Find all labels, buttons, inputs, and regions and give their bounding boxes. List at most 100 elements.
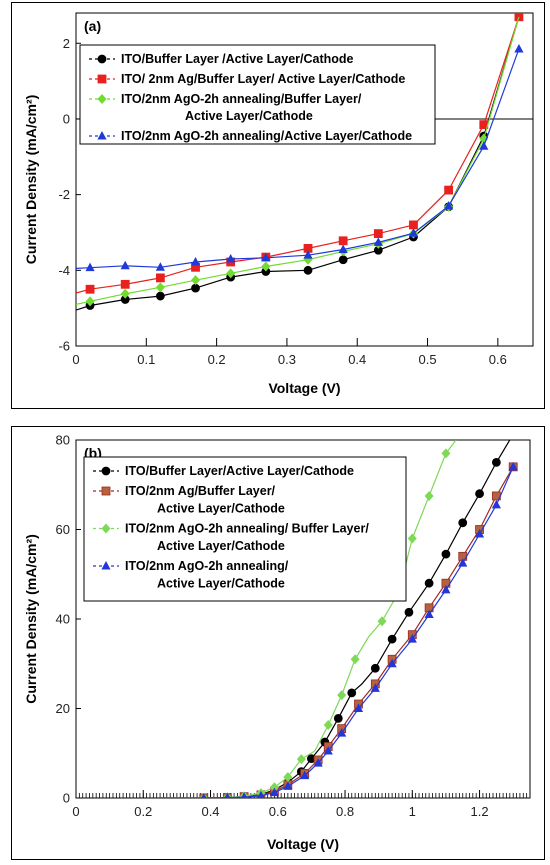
legend-label: Active Layer/Cathode: [157, 539, 285, 553]
legend-item: ITO/2nm AgO-2h annealing/Active Layer/Ca…: [93, 559, 289, 591]
data-point: [269, 787, 280, 797]
legend-label: ITO/2nm AgO-2h annealing/: [125, 559, 289, 573]
data-point: [474, 528, 485, 538]
legend-item: ITO/2nm AgO-2h annealing/ Buffer Layer/A…: [93, 522, 369, 553]
x-tick-label: 1: [409, 804, 416, 819]
x-tick-label: 0.2: [134, 804, 152, 819]
data-point: [257, 790, 265, 798]
data-point: [155, 273, 165, 283]
data-point: [338, 244, 348, 254]
data-point: [407, 634, 417, 643]
y-tick-label: 0: [63, 111, 70, 126]
legend-swatch-marker: [101, 561, 111, 570]
x-tick-label: 0.4: [348, 352, 366, 367]
data-point: [323, 720, 333, 731]
legend-swatch-marker: [101, 486, 111, 496]
data-point: [347, 688, 357, 698]
legend-item: ITO/2nm AgO-2h annealing/Buffer Layer/Ac…: [89, 92, 362, 123]
data-point: [444, 200, 454, 210]
legend-label: Active Layer/Cathode: [157, 502, 285, 516]
legend-box: [79, 44, 436, 145]
y-axis-title: Current Density (mA/cm²): [23, 95, 39, 265]
data-point: [155, 262, 165, 271]
series-4: [76, 43, 524, 272]
series-line: [76, 16, 520, 294]
data-point: [350, 654, 360, 665]
data-point: [313, 758, 323, 767]
data-point: [190, 256, 201, 266]
data-point: [491, 499, 501, 509]
data-point: [424, 609, 434, 619]
data-point: [441, 584, 451, 594]
x-tick-label: 0.8: [336, 804, 354, 819]
legend-item: ITO/2nm Ag/Buffer Layer/Active Layer/Cat…: [93, 484, 285, 516]
x-tick-label: 0.1: [137, 352, 155, 367]
chart-panel-a: -6 -4 -2 0 2 0 0.1 0.2 0.3 0.4 0.5 0.6 Voltage (V) Cu…: [11, 2, 545, 409]
x-axis-title: Voltage (V): [268, 380, 340, 396]
data-point: [120, 260, 130, 270]
data-point: [300, 770, 310, 780]
data-point: [226, 268, 236, 279]
data-point: [444, 185, 454, 195]
y-tick-label: -4: [58, 263, 70, 278]
data-point: [155, 282, 165, 293]
legend-label: ITO/ 2nm Ag/Buffer Layer/ Active Layer/C…: [121, 72, 405, 86]
legend-label: Active Layer/Cathode: [185, 109, 313, 123]
legend-swatch-marker: [101, 466, 111, 476]
data-point: [508, 461, 518, 471]
data-point: [338, 236, 348, 246]
x-tick-label: 0: [72, 804, 79, 819]
chart-b-svg: 0 20 40 60 80 0 0.2 0.4 0.6 0.8 1 1.2 Voltage (V) Cur…: [23, 433, 531, 852]
data-point: [337, 728, 347, 737]
y-tick-label: 20: [56, 701, 70, 716]
series-line: [76, 48, 520, 269]
legend-item: ITO/Buffer Layer/Active Layer/Cathode: [93, 464, 354, 478]
chart-a-svg: -6 -4 -2 0 2 0 0.1 0.2 0.3 0.4 0.5 0.6 Voltage (V) Cu…: [23, 12, 534, 396]
data-point: [85, 262, 95, 272]
x-tick-label: 0.6: [269, 804, 287, 819]
data-point: [337, 690, 347, 701]
data-point: [283, 771, 293, 782]
data-point: [377, 616, 387, 627]
plot-frame: [75, 12, 534, 347]
data-point: [226, 253, 236, 263]
legend-swatch-marker: [97, 54, 107, 64]
y-tick-label: 2: [63, 36, 70, 51]
panel-label: (a): [84, 18, 101, 34]
data-point: [191, 283, 200, 293]
x-tick-label: 0: [72, 352, 79, 367]
legend-label: ITO/Buffer Layer /Active Layer/Cathode: [121, 52, 354, 66]
data-point: [370, 663, 380, 673]
legend: ITO/Buffer Layer /Active Layer/Cathode IT…: [79, 44, 436, 145]
legend-box: [83, 456, 407, 602]
y-axis-title: Current Density (mA/cm²): [23, 534, 39, 704]
y-tick-label: 80: [56, 433, 70, 448]
data-point: [387, 634, 397, 644]
data-point: [303, 265, 313, 275]
legend-item: ITO/2nm AgO-2h annealing/Active Layer/Ca…: [89, 129, 412, 143]
legend-label: ITO/2nm AgO-2h annealing/Buffer Layer/: [121, 92, 362, 106]
data-point: [283, 781, 293, 790]
x-axis-title: Voltage (V): [267, 836, 339, 852]
data-point: [424, 490, 434, 501]
data-point: [514, 43, 524, 53]
x-tick-label: 1.2: [471, 804, 489, 819]
plot-area: [76, 13, 524, 311]
data-point: [240, 792, 248, 798]
data-point: [491, 457, 501, 467]
x-tick-label: 0.5: [418, 352, 436, 367]
series-4: [160, 461, 518, 798]
data-point: [224, 792, 231, 798]
data-point: [85, 296, 95, 307]
data-point: [514, 13, 524, 22]
chart-panel-b: 0 20 40 60 80 0 0.2 0.4 0.6 0.8 1 1.2 Voltage (V) Cur…: [11, 426, 545, 860]
data-point: [333, 713, 343, 723]
data-point: [353, 703, 364, 712]
y-tick-label: 40: [56, 612, 70, 627]
data-point: [338, 255, 348, 265]
data-point: [407, 533, 417, 544]
data-point: [261, 261, 271, 272]
legend-label: Active Layer/Cathode: [157, 577, 285, 591]
data-point: [424, 578, 434, 588]
data-point: [269, 782, 279, 793]
